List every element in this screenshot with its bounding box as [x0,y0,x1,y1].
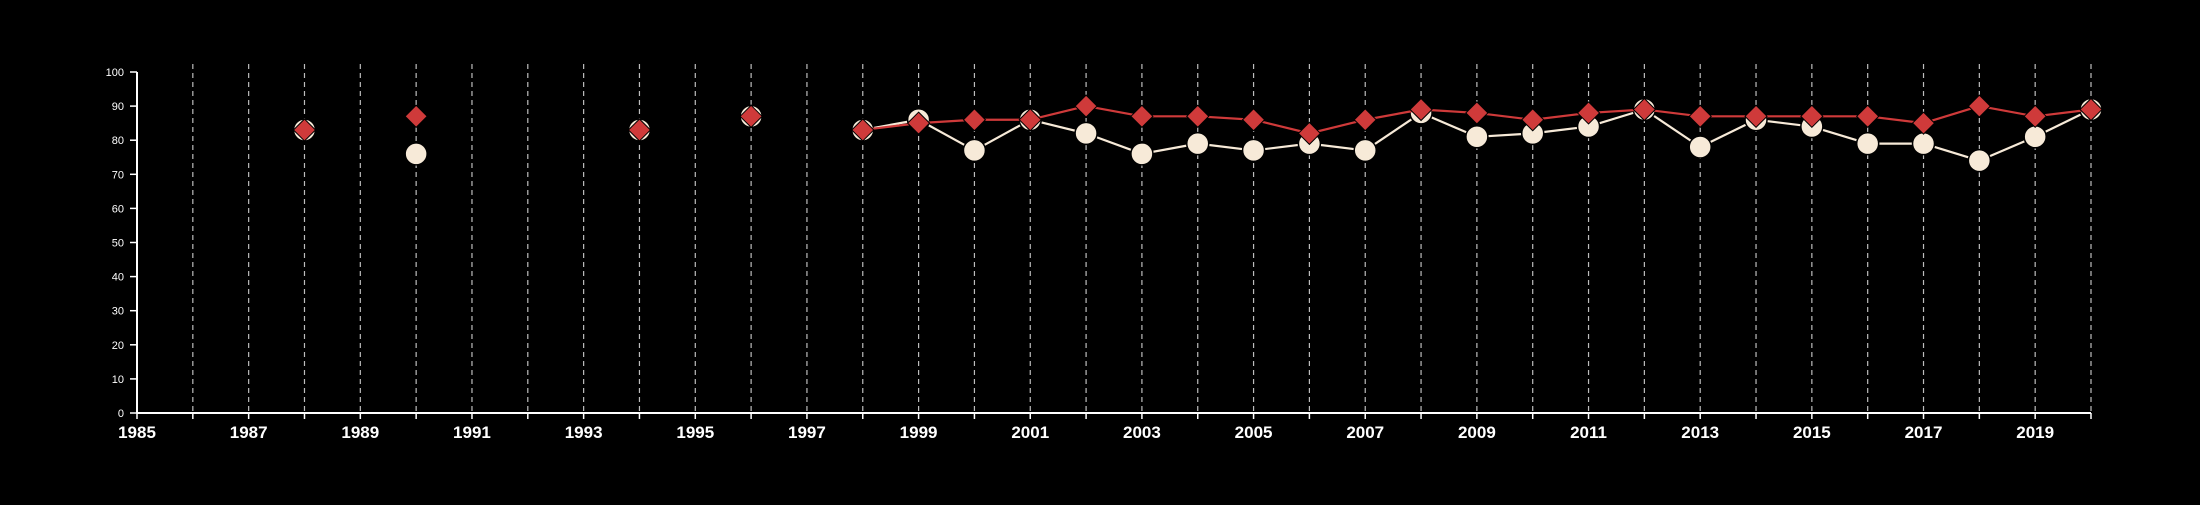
data-point-circle [1241,138,1266,163]
data-point-circle [1855,131,1880,156]
data-point-diamond [1911,111,1936,135]
x-tick-label: 2015 [1793,423,1831,442]
x-tick-label: 1999 [900,423,938,442]
y-tick-label: 70 [112,169,124,181]
y-tick-label: 10 [112,374,124,386]
data-point-diamond [292,118,317,142]
data-point-circle [2023,125,2047,149]
data-point-circle [1074,121,1098,146]
series-line-segment [1923,105,1980,125]
data-point-diamond [962,108,987,132]
y-tick-label: 20 [112,340,124,352]
x-tick-label: 1995 [676,423,714,442]
data-point-circle [1130,142,1154,166]
grid-lines [192,64,2092,413]
x-tick-label: 1991 [453,423,491,442]
data-point-diamond [1744,104,1768,129]
x-tick-label: 2019 [2016,423,2054,442]
y-tick-label: 40 [112,272,124,284]
y-tick-label: 30 [112,306,124,318]
data-point-circle [1967,148,1992,173]
data-point-diamond [1967,94,1992,118]
y-tick-label: 80 [112,135,124,147]
y-tick-label: 100 [106,67,124,79]
y-tick-label: 0 [118,408,124,420]
series-diamond [292,94,2103,146]
y-tick-label: 60 [112,203,124,215]
x-tick-label: 2017 [1905,423,1943,442]
data-point-diamond [1353,108,1377,132]
data-point-diamond [1018,108,1042,132]
x-tick-label: 2013 [1681,423,1719,442]
x-tick-label: 2009 [1458,423,1496,442]
x-tick-label: 1993 [565,423,603,442]
x-tick-label: 2011 [1570,423,1607,442]
data-point-diamond [1688,104,1712,129]
data-point-diamond [1521,108,1545,132]
x-tick-label: 2007 [1346,423,1384,442]
data-point-diamond [1241,108,1266,132]
y-tick-label: 50 [112,238,124,250]
x-tick-label: 2003 [1123,423,1161,442]
data-point-diamond [1186,104,1210,129]
data-point-diamond [1800,104,1824,129]
x-tick-label: 2001 [1011,423,1049,442]
data-point-circle [1353,138,1377,163]
data-point-diamond [851,118,875,142]
data-point-diamond [1576,101,1601,125]
data-point-diamond [1297,121,1322,146]
data-point-diamond [1130,104,1154,129]
data-point-diamond [1632,97,1657,122]
data-point-diamond [1074,94,1098,118]
data-point-diamond [2079,97,2103,122]
y-tick-label: 90 [112,101,124,113]
data-point-circle [1185,131,1210,156]
data-point-circle [1465,125,1489,149]
data-point-circle [962,138,987,163]
data-point-diamond [627,118,652,142]
data-point-diamond [2023,104,2047,129]
series-group [292,94,2103,173]
data-point-diamond [404,104,428,129]
axes: 0 10 20 30 40 50 60 70 80 90 100 1985 1987 1989 1991 19… [106,67,2092,442]
data-point-diamond [906,111,931,135]
x-tick-label: 1989 [341,423,379,442]
x-tick-label: 1985 [118,423,156,442]
data-point-circle [1911,131,1936,156]
data-point-diamond [1855,104,1880,129]
data-point-diamond [1409,97,1433,122]
data-point-diamond [739,104,763,129]
x-tick-label: 2005 [1235,423,1273,442]
data-point-circle [1688,135,1712,159]
x-tick-label: 1987 [230,423,268,442]
data-point-circle [404,142,428,166]
data-point-diamond [1465,101,1489,125]
x-tick-label: 1997 [788,423,826,442]
